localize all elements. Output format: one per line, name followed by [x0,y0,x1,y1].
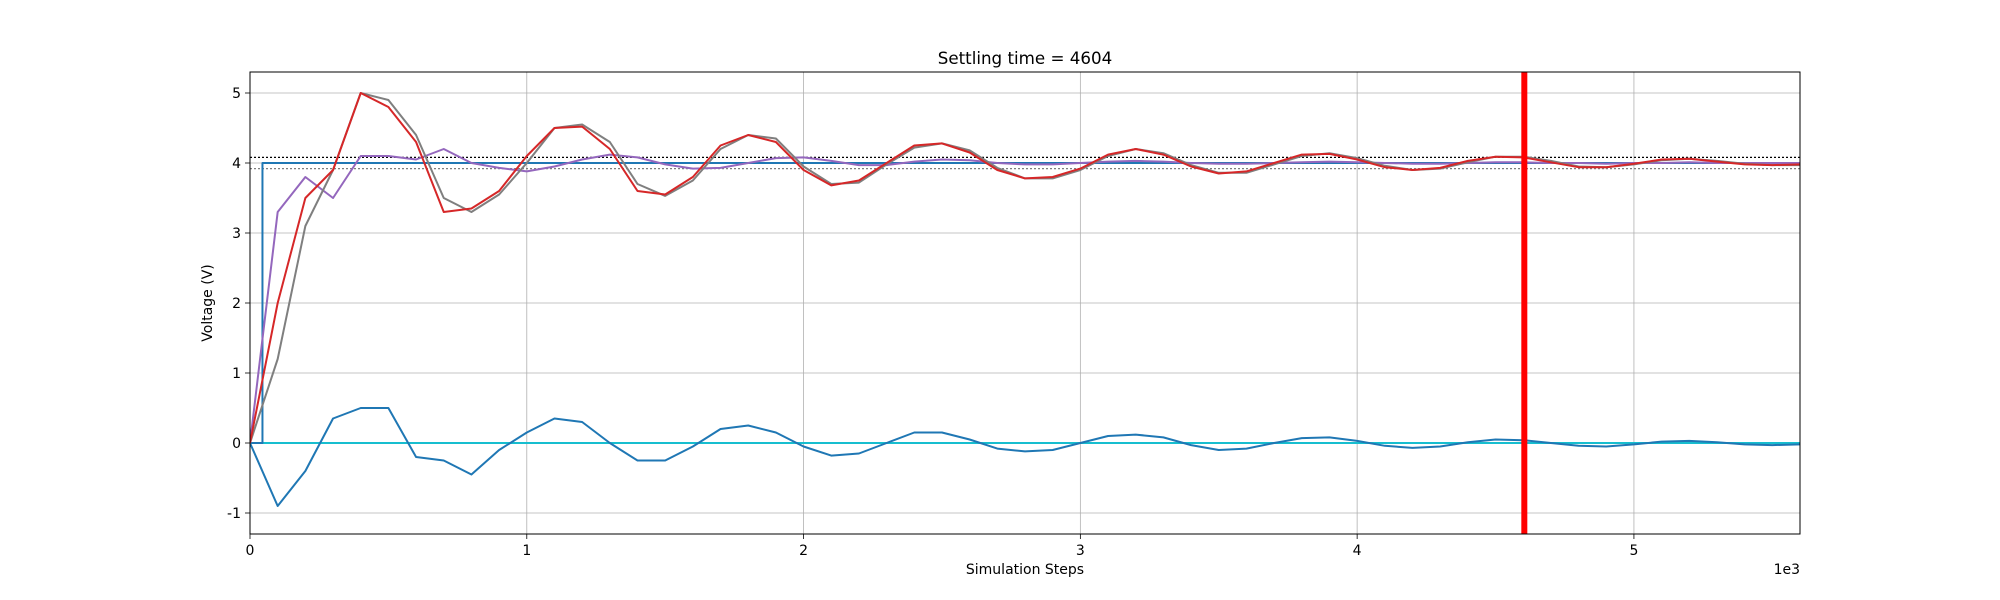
x-tick-label: 5 [1629,543,1638,559]
y-tick-label: 1 [232,366,241,382]
series-line [250,407,1800,507]
axes-frame [249,71,1801,535]
plot-lines [250,72,1800,534]
y-tick-label: 3 [232,226,241,242]
x-tick-label: 3 [1076,543,1085,559]
x-tick-label: 0 [246,543,255,559]
x-tick-label: 2 [799,543,808,559]
series-line [250,162,1800,444]
x-tick-label: 1 [522,543,531,559]
x-tick-label: 4 [1353,543,1362,559]
y-tick-label: 0 [232,436,241,452]
chart-title: Settling time = 4604 [938,48,1112,68]
series-line [250,92,1800,444]
y-tick-label: -1 [227,506,241,522]
series-line [250,148,1800,444]
y-tick-label: 5 [232,86,241,102]
y-axis-label: Voltage (V) [200,264,216,341]
x-offset-label: 1e3 [1774,562,1800,578]
x-axis-label: Simulation Steps [966,562,1084,578]
y-tick-label: 2 [232,296,241,312]
y-tick-label: 4 [232,156,241,172]
